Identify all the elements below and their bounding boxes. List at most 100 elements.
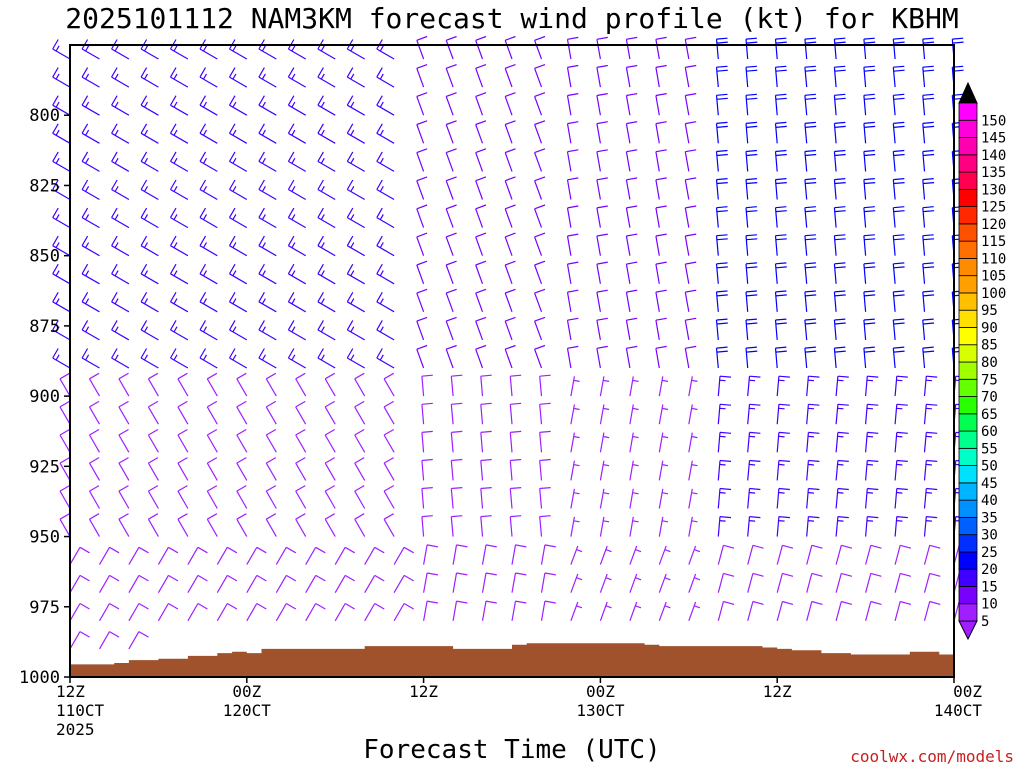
wind-barb (776, 375, 790, 397)
wind-barb (287, 151, 307, 172)
wind-barb (305, 602, 326, 622)
wind-barb (475, 260, 487, 285)
wind-barb (629, 460, 639, 481)
wind-barb (923, 459, 938, 481)
wind-barb (923, 375, 938, 397)
wind-barb (655, 177, 667, 200)
wind-barb (688, 404, 698, 425)
colorbar-cell (958, 396, 978, 415)
wind-barb (717, 516, 732, 537)
wind-barb (128, 631, 149, 650)
wind-barb (140, 348, 159, 369)
wind-barb (833, 93, 846, 116)
wind-barb (228, 263, 248, 285)
wind-barb (450, 487, 463, 509)
wind-barb (894, 572, 912, 593)
wind-barb (596, 261, 608, 284)
wind-barb (354, 485, 366, 509)
wind-barb (715, 93, 728, 116)
wind-barb (147, 428, 159, 453)
wind-barb (684, 289, 697, 312)
wind-barb (504, 120, 516, 144)
wind-barb (715, 262, 728, 284)
wind-barb (596, 177, 608, 200)
wind-barb (804, 206, 817, 228)
wind-barb (258, 320, 277, 341)
wind-barb (892, 93, 905, 116)
wind-barb (625, 121, 638, 144)
wind-barb (81, 67, 100, 88)
colorbar-cell (958, 292, 978, 311)
wind-barb (504, 35, 516, 60)
wind-barb (540, 600, 556, 621)
wind-barb (376, 320, 395, 341)
wind-barb (199, 179, 218, 201)
wind-barb (481, 544, 497, 565)
wind-barb (228, 207, 248, 229)
wind-barb (265, 513, 277, 537)
wind-barb (52, 263, 71, 285)
wind-barb (147, 485, 159, 509)
wind-barb (566, 36, 579, 60)
wind-barb (804, 121, 817, 144)
colorbar-cell (958, 413, 978, 432)
wind-barb (317, 348, 336, 369)
wind-barb (863, 318, 876, 340)
wind-barb (717, 403, 732, 425)
colorbar-cell (958, 517, 978, 536)
wind-barb (206, 457, 218, 481)
plot-area (52, 35, 970, 677)
wind-barb (140, 207, 159, 229)
wind-barb (922, 37, 935, 60)
wind-barb (806, 431, 820, 453)
colorbar-cell (958, 309, 978, 328)
wind-barb (806, 516, 820, 537)
wind-barb (317, 263, 336, 285)
wind-barb (509, 374, 522, 397)
wind-barb (450, 515, 463, 537)
wind-barb (206, 485, 218, 509)
wind-barb (169, 291, 189, 313)
wind-barb (625, 289, 638, 312)
wind-barb (511, 572, 527, 593)
wind-barb (833, 234, 846, 256)
wind-barb (774, 65, 787, 88)
wind-barb (354, 372, 366, 397)
wind-barb (835, 403, 849, 425)
wind-barb (833, 318, 846, 340)
wind-barb (865, 375, 879, 397)
wind-barb (776, 572, 794, 593)
wind-barb (199, 39, 218, 60)
wind-barb (599, 601, 612, 622)
wind-barb (481, 600, 497, 621)
wind-barb (806, 487, 820, 509)
wind-barb (346, 320, 365, 341)
wind-barb (745, 65, 758, 88)
wind-barb (265, 428, 277, 453)
x-tick-label: 140CT (934, 701, 983, 720)
wind-barb (596, 345, 608, 369)
wind-barb (865, 516, 879, 537)
wind-barb (833, 206, 846, 228)
wind-barb (655, 121, 667, 144)
colorbar-label: 25 (981, 545, 998, 561)
colorbar-cell (958, 361, 978, 380)
wind-barb (570, 545, 583, 565)
wind-barb (923, 600, 941, 621)
wind-barb (98, 602, 120, 622)
wind-barb (236, 513, 248, 537)
wind-barb (480, 487, 492, 509)
wind-barb (715, 318, 728, 340)
wind-barb (806, 375, 820, 397)
wind-barb (118, 513, 130, 537)
wind-barb (317, 291, 336, 313)
wind-barb (383, 513, 395, 537)
wind-barb (684, 36, 697, 60)
credit-link[interactable]: coolwx.com/models (850, 747, 1014, 766)
wind-barb (504, 344, 516, 369)
wind-barb (111, 291, 130, 313)
wind-barb (833, 37, 846, 60)
colorbar-cell (958, 137, 978, 156)
colorbar-label: 40 (981, 493, 998, 509)
wind-barb (596, 233, 608, 256)
